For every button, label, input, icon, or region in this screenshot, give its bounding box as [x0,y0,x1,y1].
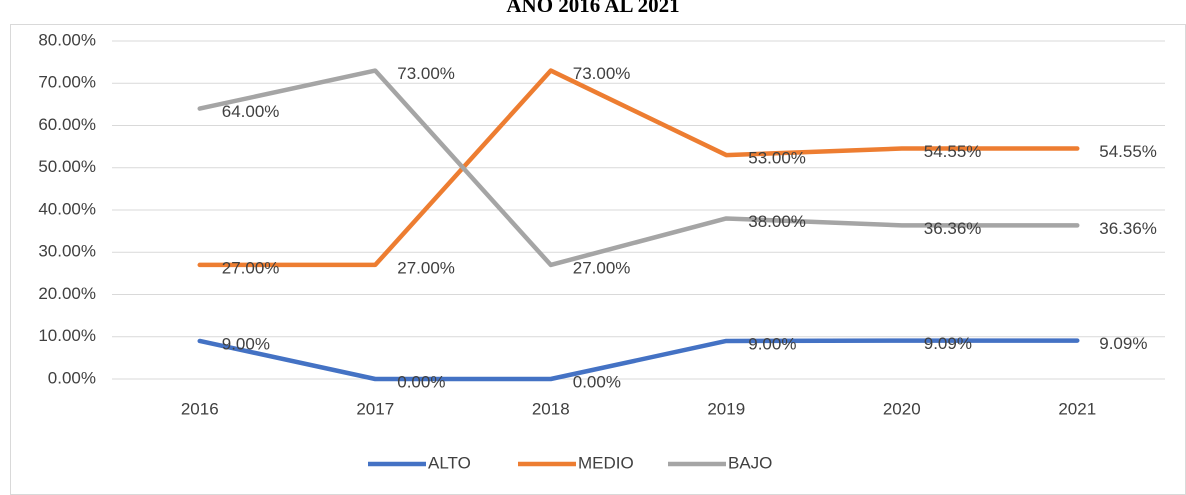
x-tick-label: 2021 [1058,399,1096,418]
x-tick-label: 2019 [707,399,745,418]
y-tick-label: 0.00% [48,368,96,387]
y-tick-label: 30.00% [38,242,96,261]
data-label: 36.36% [924,219,982,238]
data-label: 27.00% [222,258,280,277]
data-label: 73.00% [397,64,455,83]
chart-frame [10,24,1186,495]
legend-label: BAJO [728,453,772,472]
data-label: 9.00% [748,334,796,353]
data-label: 38.00% [748,212,806,231]
y-tick-label: 60.00% [38,115,96,134]
data-label: 36.36% [1099,219,1157,238]
y-tick-label: 10.00% [38,326,96,345]
data-label: 73.00% [573,64,631,83]
y-tick-label: 70.00% [38,73,96,92]
data-label: 54.55% [924,142,982,161]
data-label: 9.09% [924,334,972,353]
legend-label: MEDIO [578,453,634,472]
data-label: 9.09% [1099,334,1147,353]
data-label: 53.00% [748,149,806,168]
x-tick-label: 2016 [181,399,219,418]
series-line [197,68,1080,268]
y-tick-label: 50.00% [38,157,96,176]
data-label: 0.00% [573,372,621,391]
x-tick-label: 2018 [532,399,570,418]
y-tick-label: 40.00% [38,199,96,218]
series-line [197,68,1080,268]
x-tick-label: 2017 [356,399,394,418]
y-tick-label: 20.00% [38,284,96,303]
data-label: 0.00% [397,372,445,391]
x-tick-label: 2020 [883,399,921,418]
legend-label: ALTO [428,453,471,472]
data-label: 27.00% [397,258,455,277]
data-label: 27.00% [573,258,631,277]
data-label: 54.55% [1099,142,1157,161]
data-label: 64.00% [222,102,280,121]
series-line [197,338,1080,382]
data-label: 9.00% [222,334,270,353]
y-tick-label: 80.00% [38,30,96,49]
chart-title: AÑO 2016 AL 2021 [506,0,679,17]
